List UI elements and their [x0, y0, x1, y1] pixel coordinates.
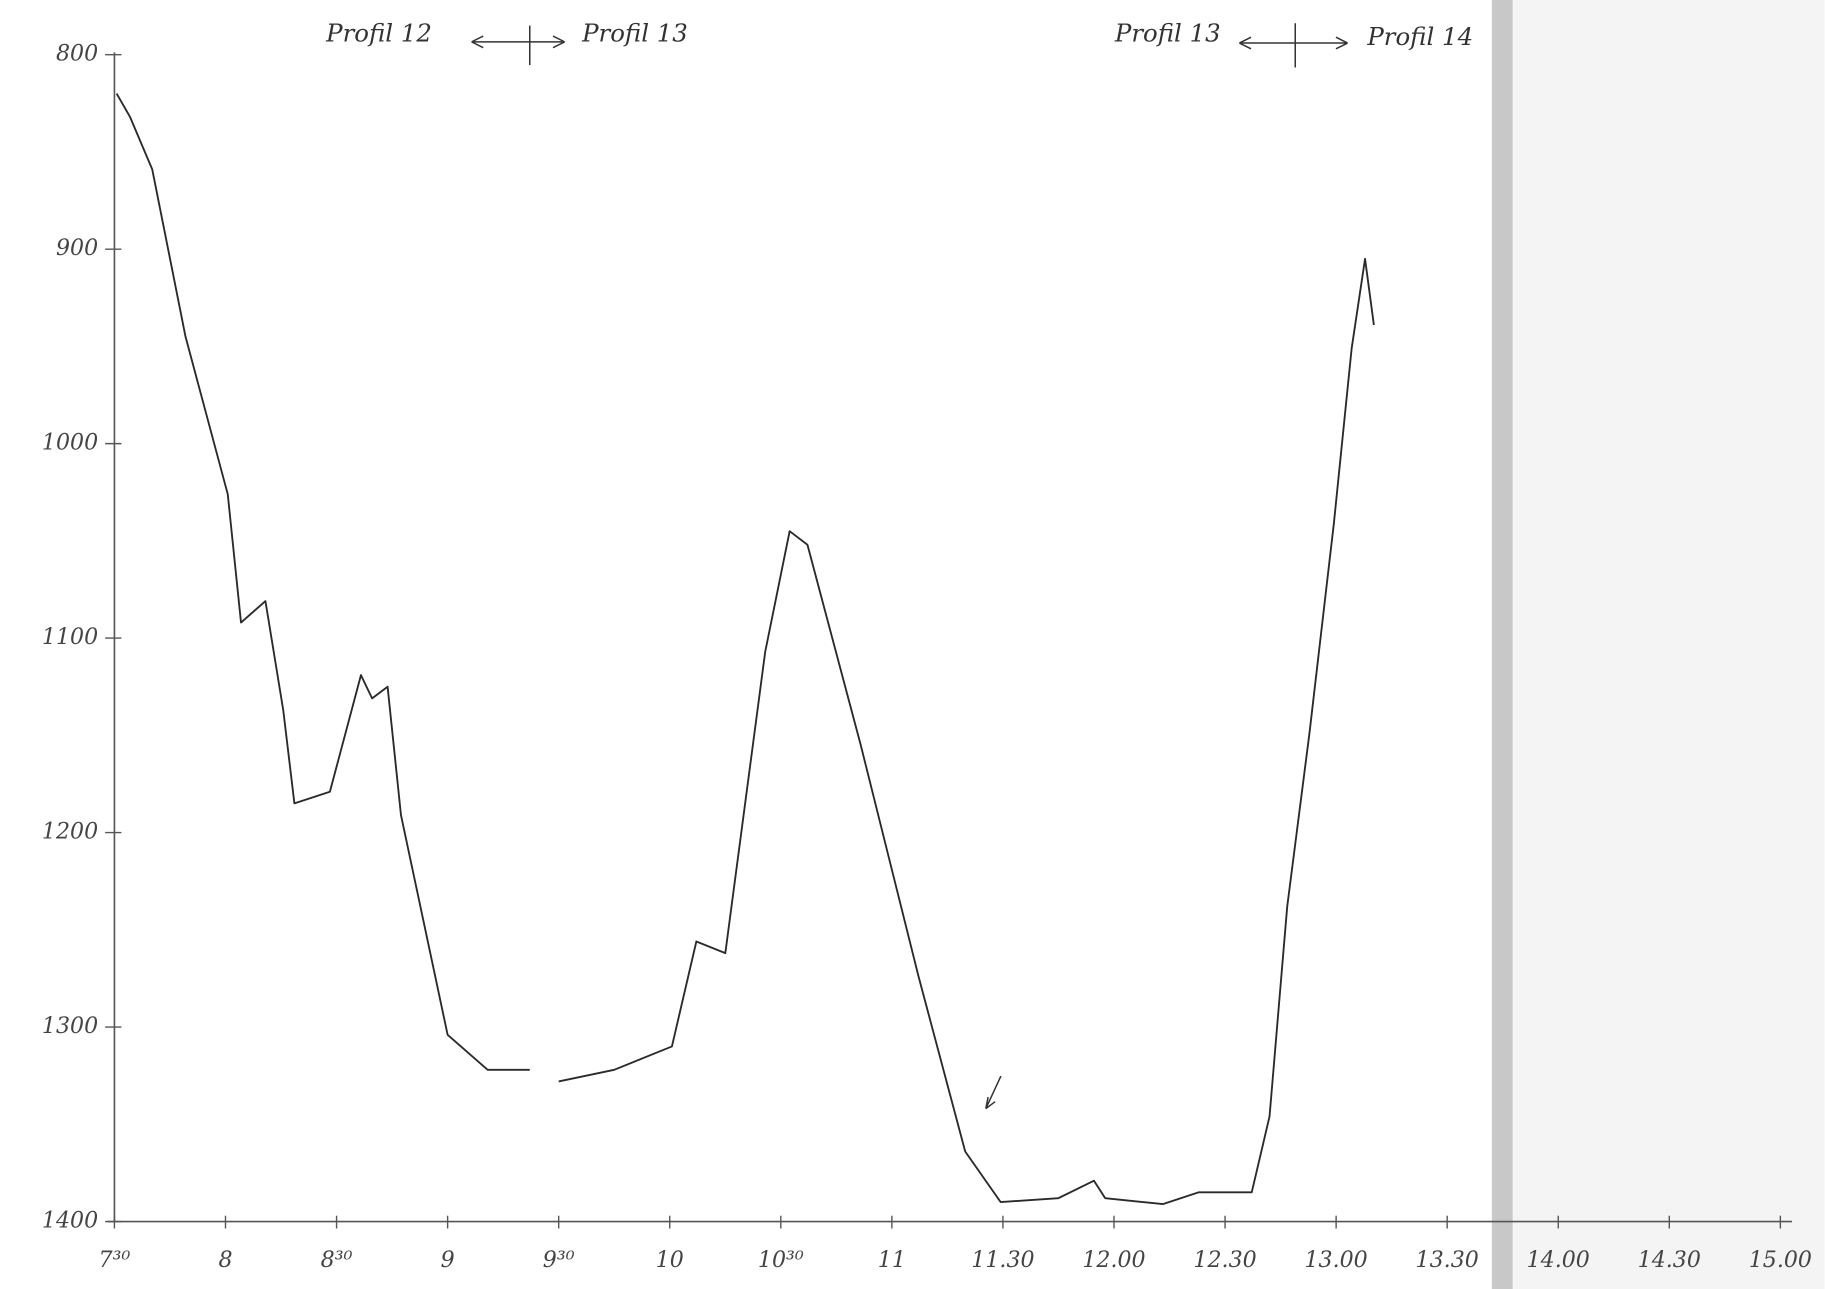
x-tick-label: 12.00 [1082, 1247, 1145, 1273]
x-tick-label: 7³⁰ [99, 1247, 131, 1273]
annotation: Profil 14 [1366, 22, 1473, 51]
y-tick-label: 900 [56, 235, 98, 261]
boundary-arrow [1239, 23, 1348, 68]
annotation: Profil 12 [325, 18, 432, 47]
scan-band [1491, 0, 1513, 1289]
y-tick-label: 1300 [42, 1013, 98, 1039]
depth-line [115, 93, 530, 1071]
x-tick-label: 11.30 [971, 1247, 1034, 1273]
x-tick-label: 10³⁰ [758, 1247, 804, 1273]
annotation: Profil 13 [1114, 18, 1221, 47]
x-tick-label: 11 [878, 1247, 906, 1273]
x-tick-label: 10 [656, 1247, 684, 1273]
scan-shade [1512, 0, 1825, 1289]
x-tick-label: 14.30 [1638, 1247, 1701, 1273]
x-tick-label: 9 [441, 1247, 455, 1273]
depth-line [558, 257, 1375, 1206]
y-tick-label: 1100 [42, 624, 98, 650]
x-tick-label: 14.00 [1527, 1247, 1590, 1273]
y-tick-label: 1000 [42, 430, 98, 456]
marker-arrow [985, 1075, 1002, 1110]
x-tick-label: 15.00 [1749, 1247, 1812, 1273]
boundary-arrow [471, 25, 565, 66]
y-tick-label: 800 [56, 41, 98, 67]
y-tick-label: 1400 [42, 1208, 98, 1234]
x-tick-label: 12.30 [1193, 1247, 1256, 1273]
x-tick-label: 9³⁰ [543, 1247, 575, 1273]
x-tick-label: 8³⁰ [321, 1247, 353, 1273]
annotation: Profil 13 [581, 18, 688, 47]
x-tick-label: 8 [218, 1247, 232, 1273]
y-tick-label: 1200 [42, 819, 98, 845]
x-tick-label: 13.00 [1304, 1247, 1367, 1273]
x-tick-label: 13.30 [1416, 1247, 1479, 1273]
